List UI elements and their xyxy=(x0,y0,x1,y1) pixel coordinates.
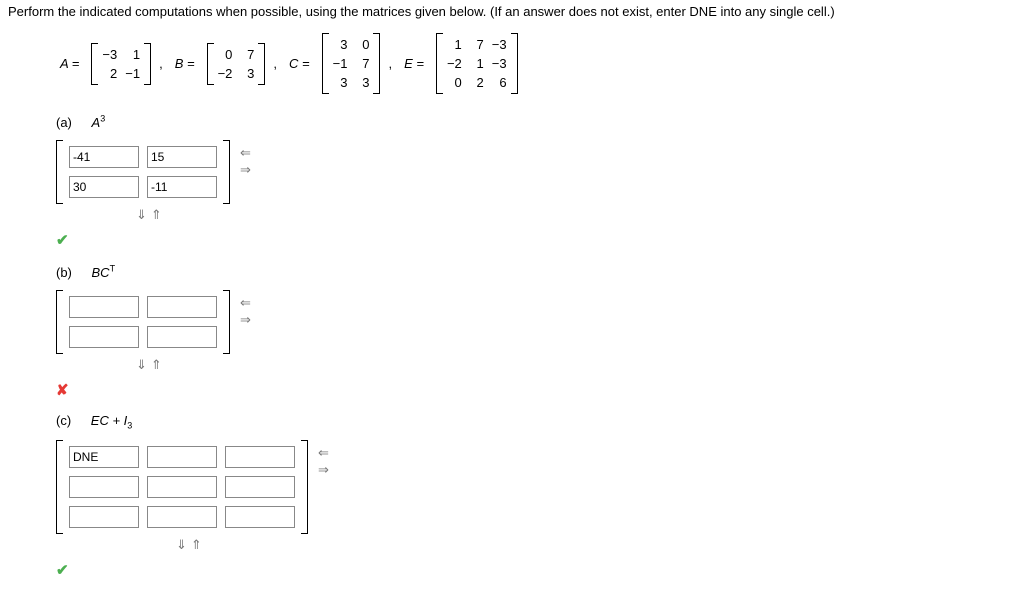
part-a-feedback-icon: ✔ xyxy=(56,231,1016,249)
part-b-cell-0-0[interactable] xyxy=(69,296,139,318)
comma: , xyxy=(388,56,392,71)
part-c-cell-0-0[interactable] xyxy=(69,446,139,468)
label-C: C = xyxy=(289,56,310,71)
part-a-cell-1-0[interactable] xyxy=(69,176,139,198)
instructions-text: Perform the indicated computations when … xyxy=(8,4,1016,19)
part-c-answer-matrix xyxy=(56,440,308,534)
grow-rows-icon[interactable]: ⇓ xyxy=(176,538,187,551)
part-c-feedback-icon: ✔ xyxy=(56,561,1016,579)
shrink-cols-icon[interactable]: ⇐ xyxy=(240,296,251,309)
part-c-cell-2-0[interactable] xyxy=(69,506,139,528)
part-c-cell-0-2[interactable] xyxy=(225,446,295,468)
part-b-answer-matrix xyxy=(56,290,230,354)
shrink-rows-icon[interactable]: ⇑ xyxy=(191,538,202,551)
shrink-rows-icon[interactable]: ⇑ xyxy=(151,358,162,371)
part-a-cell-1-1[interactable] xyxy=(147,176,217,198)
part-b-cell-0-1[interactable] xyxy=(147,296,217,318)
part-b-cell-1-1[interactable] xyxy=(147,326,217,348)
matrix-B: 0 7 −2 3 xyxy=(207,43,266,85)
part-c-cell-1-1[interactable] xyxy=(147,476,217,498)
matrix-A: −3 1 2 −1 xyxy=(91,43,151,85)
grow-cols-icon[interactable]: ⇒ xyxy=(240,313,251,326)
label-E: E = xyxy=(404,56,424,71)
part-c: (c) EC + I3 ⇐ ⇒ ⇓ ⇑ xyxy=(56,413,1016,552)
matrix-C: 3 0 −1 7 3 3 xyxy=(322,33,381,94)
grow-cols-icon[interactable]: ⇒ xyxy=(318,463,329,476)
shrink-cols-icon[interactable]: ⇐ xyxy=(240,146,251,159)
part-c-cell-1-0[interactable] xyxy=(69,476,139,498)
part-a-answer-matrix xyxy=(56,140,230,204)
label-A: A = xyxy=(60,56,79,71)
shrink-cols-icon[interactable]: ⇐ xyxy=(318,446,329,459)
part-b: (b) BCT ⇐ ⇒ ⇓ ⇑ xyxy=(56,263,1016,370)
part-a-cell-0-1[interactable] xyxy=(147,146,217,168)
grow-cols-icon[interactable]: ⇒ xyxy=(240,163,251,176)
part-c-cell-2-2[interactable] xyxy=(225,506,295,528)
part-a-cell-0-0[interactable] xyxy=(69,146,139,168)
comma: , xyxy=(273,56,277,71)
grow-rows-icon[interactable]: ⇓ xyxy=(136,358,147,371)
part-a-label: (a) A3 xyxy=(56,114,1016,130)
part-c-cell-1-2[interactable] xyxy=(225,476,295,498)
part-b-feedback-icon: ✘ xyxy=(56,381,1016,399)
part-a: (a) A3 ⇐ ⇒ ⇓ ⇑ xyxy=(56,114,1016,221)
part-c-cell-0-1[interactable] xyxy=(147,446,217,468)
part-c-label: (c) EC + I3 xyxy=(56,413,1016,431)
part-b-label: (b) BCT xyxy=(56,263,1016,279)
shrink-rows-icon[interactable]: ⇑ xyxy=(151,208,162,221)
comma: , xyxy=(159,56,163,71)
given-matrices-row: A = −3 1 2 −1 , B = 0 7 −2 3 , C = 3 0 −… xyxy=(56,33,1016,94)
label-B: B = xyxy=(175,56,195,71)
part-b-cell-1-0[interactable] xyxy=(69,326,139,348)
part-c-cell-2-1[interactable] xyxy=(147,506,217,528)
matrix-E: 1 7 −3 −2 1 −3 0 2 6 xyxy=(436,33,518,94)
grow-rows-icon[interactable]: ⇓ xyxy=(136,208,147,221)
